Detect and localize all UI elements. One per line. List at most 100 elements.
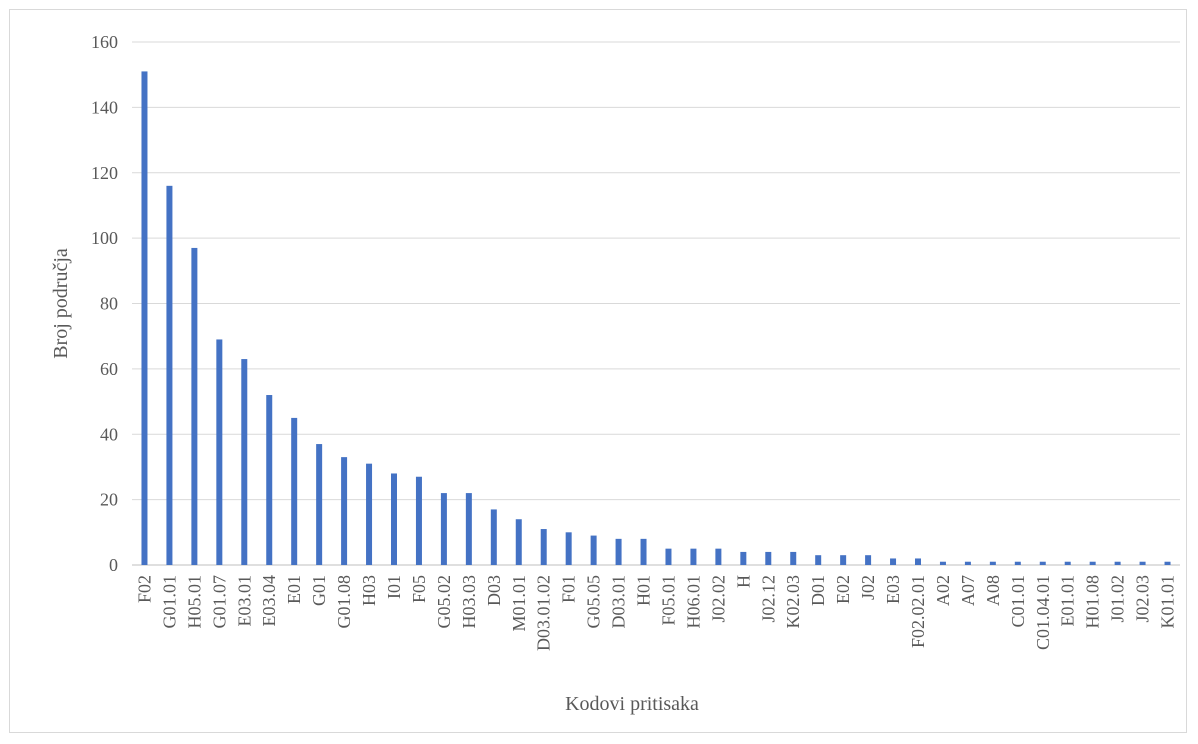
bar [865,555,872,565]
y-tick-label: 160 [91,32,118,52]
x-tick-label: F01 [559,575,579,603]
y-tick-label: 120 [91,163,118,183]
x-tick-label: K02.03 [783,575,803,629]
x-tick-label: E03 [883,575,903,604]
x-tick-label: F05 [409,575,429,603]
x-tick-label: G01.01 [159,575,179,629]
bars [141,71,1171,565]
x-tick-label: E01 [284,575,304,604]
y-tick-label: 60 [100,359,118,379]
x-tick-label: D01 [808,575,828,606]
bar [316,444,323,565]
x-tick-label: J01.02 [1108,575,1128,623]
bar [1064,561,1071,565]
bar [565,532,572,565]
x-tick-label: J02.12 [758,575,778,623]
gridlines [132,41,1180,566]
bar [1139,561,1146,565]
x-tick-label: J02.02 [708,575,728,623]
bar [540,529,547,565]
x-tick-label: G05.05 [584,575,604,629]
chart-area: 0 20 40 60 80 100 120 140 160 F02 G01.01 H05.01 G01… [9,9,1187,733]
bar [291,417,298,565]
x-tick-label: M01.01 [509,575,529,632]
x-tick-label: C01.04.01 [1033,575,1053,650]
bar [665,548,672,565]
x-tick-label: C01.01 [1008,575,1028,628]
bar [391,473,397,565]
bar [1014,561,1021,565]
bar [765,551,772,565]
bar [266,395,273,565]
bar [715,548,722,565]
x-tick-label: D03.01.02 [534,575,554,651]
x-tick-label: G05.02 [434,575,454,629]
bar [1039,561,1046,565]
x-tick-label: D03.01 [609,575,629,629]
bar [590,535,597,565]
bar [989,561,996,565]
bar [840,555,847,565]
bar [241,359,248,565]
bar [915,558,921,565]
bar [490,509,497,565]
x-tick-label: H03 [359,575,379,606]
x-tick-label: G01.07 [209,575,229,629]
bar [366,463,373,565]
bar [415,476,422,565]
bar [515,519,522,565]
y-tick-label: 140 [91,97,118,117]
bar [964,561,971,565]
x-tick-label: H [733,575,753,588]
bar [341,457,348,565]
bar [191,247,198,565]
y-tick-labels: 0 20 40 60 80 100 120 140 160 [91,32,118,575]
bar [815,555,822,565]
x-tick-label: J02.03 [1133,575,1153,623]
x-tick-label: D03 [484,575,504,606]
x-tick-label: F02.02.01 [908,575,928,648]
bar [141,71,148,565]
bar [1114,561,1121,565]
x-tick-label: E01.01 [1058,575,1078,627]
bar [890,558,897,565]
x-tick-label: H03.03 [459,575,479,629]
x-tick-label: H05.01 [184,575,204,629]
x-tick-label: A08 [983,575,1003,606]
x-tick-label: G01.08 [334,575,354,629]
y-tick-label: 100 [91,228,118,248]
y-tick-label: 20 [100,490,118,510]
bar [790,551,797,565]
y-tick-label: 0 [109,555,118,575]
x-tick-label: E03.04 [259,575,279,627]
x-axis-title: Kodovi pritisaka [565,693,699,715]
bar [740,551,747,565]
x-tick-label: J02 [858,575,878,600]
x-tick-label: H01 [634,575,654,606]
bar [465,493,472,565]
x-tick-label: A07 [958,575,978,606]
bar [166,185,173,565]
bar [1164,561,1171,565]
bar [615,538,622,565]
x-tick-label: I01 [384,575,404,599]
x-tick-label: A02 [933,575,953,606]
x-tick-label: E03.01 [234,575,254,627]
bar [690,548,697,565]
x-tick-label: F02 [134,575,154,603]
bar [216,339,223,565]
x-tick-label: E02 [833,575,853,604]
bar [440,493,447,565]
bar [640,538,647,565]
bar [939,561,946,565]
x-tick-label: F05.01 [658,575,678,626]
x-tick-label: K01.01 [1158,575,1178,629]
y-tick-label: 80 [100,294,118,314]
bar [1089,561,1096,565]
x-tick-label: H01.08 [1083,575,1103,629]
y-tick-label: 40 [100,424,118,444]
x-tick-labels: F02 G01.01 H05.01 G01.07 E03.01 E03.04 E01 G01 G… [134,575,1177,651]
x-tick-label: G01 [309,575,329,606]
x-tick-label: H06.01 [683,575,703,629]
